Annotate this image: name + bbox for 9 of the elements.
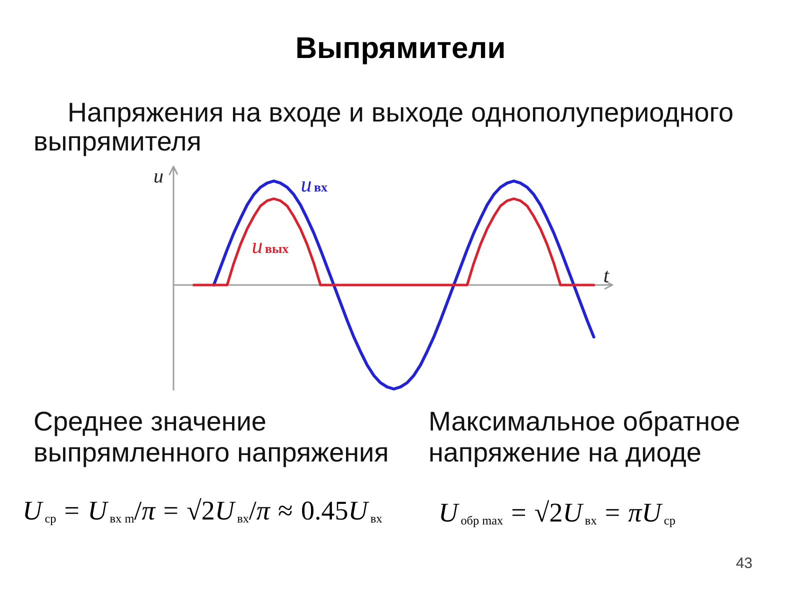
chart-subtitle: Напряжения на входе и выходе однополупериодного выпрямителя (34, 98, 734, 156)
text: Максимальное обратное напряжение на диоде (428, 406, 740, 468)
text: Среднее значение выпрямленного напряжения (34, 406, 389, 468)
series-label: uвых (252, 233, 290, 258)
y-axis-title: u (154, 166, 164, 188)
x-axis-title: t (604, 265, 610, 287)
text: 43 (736, 555, 753, 572)
series-label: uвх (300, 172, 328, 197)
chart-title: Выпрямители (295, 32, 506, 65)
